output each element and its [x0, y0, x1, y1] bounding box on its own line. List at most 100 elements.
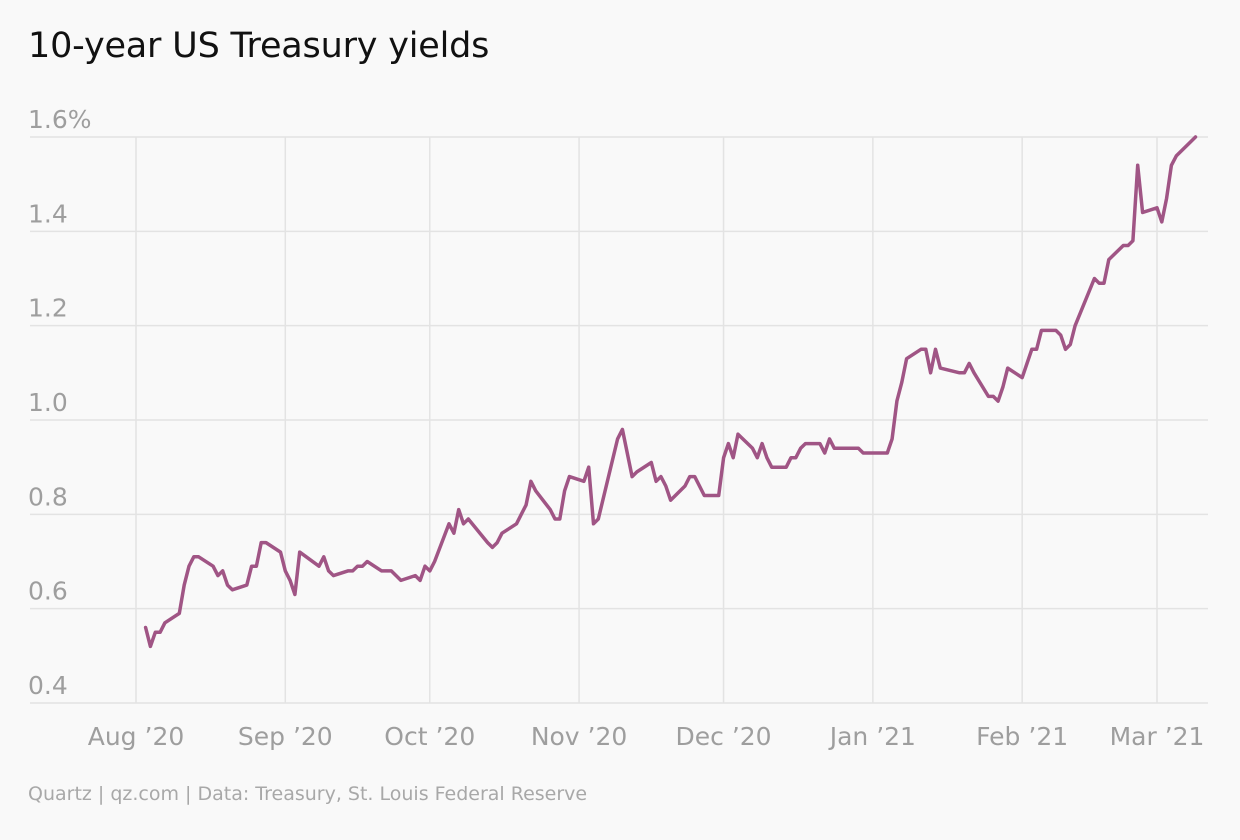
- data-point: [833, 447, 836, 450]
- yield-line: [143, 135, 1198, 649]
- data-point: [327, 569, 330, 573]
- data-point: [688, 475, 691, 478]
- data-point: [722, 456, 725, 459]
- data-point: [1194, 135, 1197, 139]
- data-point: [1126, 244, 1130, 247]
- data-point: [385, 569, 388, 573]
- data-point: [934, 348, 937, 351]
- data-point: [279, 550, 282, 554]
- y-tick-label: 1.2: [28, 294, 68, 323]
- data-point: [226, 583, 229, 587]
- data-point: [486, 541, 489, 544]
- data-point: [770, 466, 773, 469]
- data-point: [659, 475, 663, 478]
- data-point: [563, 489, 566, 492]
- data-point: [751, 447, 754, 450]
- data-point: [1059, 333, 1062, 337]
- data-point: [1155, 206, 1159, 209]
- data-point: [756, 456, 759, 459]
- data-point: [529, 480, 533, 483]
- data-point: [1136, 164, 1139, 167]
- data-point: [264, 541, 268, 544]
- x-tick-label: Oct ’20: [384, 722, 475, 751]
- data-point: [568, 475, 571, 478]
- data-point: [789, 456, 793, 459]
- data-point: [418, 579, 422, 582]
- data-point: [447, 522, 451, 525]
- data-point: [366, 560, 369, 563]
- data-point: [221, 569, 224, 573]
- data-point: [1165, 197, 1168, 200]
- data-point: [828, 437, 831, 441]
- data-point: [1102, 282, 1106, 285]
- data-point: [1141, 211, 1144, 214]
- data-point: [804, 442, 807, 445]
- data-point: [818, 442, 822, 445]
- data-point: [669, 499, 672, 502]
- data-point: [654, 480, 658, 483]
- data-point: [987, 395, 990, 398]
- data-point: [717, 494, 720, 497]
- data-point: [703, 494, 706, 497]
- data-point: [785, 466, 788, 469]
- data-point: [284, 569, 287, 573]
- data-point: [664, 484, 667, 488]
- data-point: [428, 569, 431, 573]
- data-point: [192, 555, 195, 558]
- data-point: [736, 433, 740, 436]
- data-point: [457, 508, 460, 511]
- data-point: [996, 399, 1000, 403]
- data-point: [597, 517, 600, 521]
- x-tick-label: Feb ’21: [976, 722, 1068, 751]
- data-point: [886, 451, 889, 455]
- data-point: [390, 569, 393, 573]
- data-point: [1189, 140, 1192, 143]
- data-point: [534, 489, 537, 492]
- data-point: [423, 565, 427, 568]
- y-tick-label: 1.6%: [28, 105, 92, 134]
- x-tick-label: Dec ’20: [676, 722, 772, 751]
- data-point: [760, 442, 764, 445]
- data-point: [255, 565, 258, 568]
- data-point: [351, 569, 354, 573]
- data-point: [862, 451, 865, 455]
- data-point: [524, 503, 528, 507]
- data-point: [187, 565, 191, 568]
- data-point: [895, 399, 899, 403]
- x-tick-label: Aug ’20: [88, 722, 185, 751]
- data-point: [799, 447, 802, 450]
- data-point: [650, 461, 653, 464]
- data-point: [260, 541, 263, 544]
- data-point: [154, 631, 157, 634]
- data-point: [467, 517, 470, 521]
- data-point: [968, 362, 971, 365]
- data-point: [587, 466, 590, 469]
- x-tick-label: Nov ’20: [531, 722, 628, 751]
- data-point: [231, 588, 234, 591]
- data-point: [346, 569, 350, 573]
- x-tick-label: Jan ’21: [828, 722, 916, 751]
- data-point: [1040, 329, 1043, 332]
- data-point: [958, 371, 961, 374]
- data-point: [823, 451, 826, 455]
- y-tick-label: 0.6: [28, 577, 68, 606]
- data-point: [491, 546, 494, 549]
- data-point: [1069, 343, 1072, 346]
- data-point: [900, 381, 903, 384]
- data-point: [144, 626, 147, 629]
- source-note: Quartz | qz.com | Data: Treasury, St. Lo…: [28, 783, 588, 805]
- data-point: [1025, 362, 1029, 365]
- data-point: [288, 579, 292, 582]
- data-point: [866, 451, 870, 455]
- data-point: [553, 517, 557, 521]
- data-point: [163, 621, 167, 624]
- data-point: [727, 442, 730, 445]
- x-tick-label: Mar ’21: [1110, 722, 1205, 751]
- data-point: [1001, 385, 1005, 389]
- data-point: [178, 612, 181, 615]
- data-point: [520, 513, 523, 516]
- data-point: [582, 480, 586, 483]
- data-point: [332, 574, 335, 577]
- data-point: [298, 550, 301, 554]
- series-group: [143, 135, 1198, 649]
